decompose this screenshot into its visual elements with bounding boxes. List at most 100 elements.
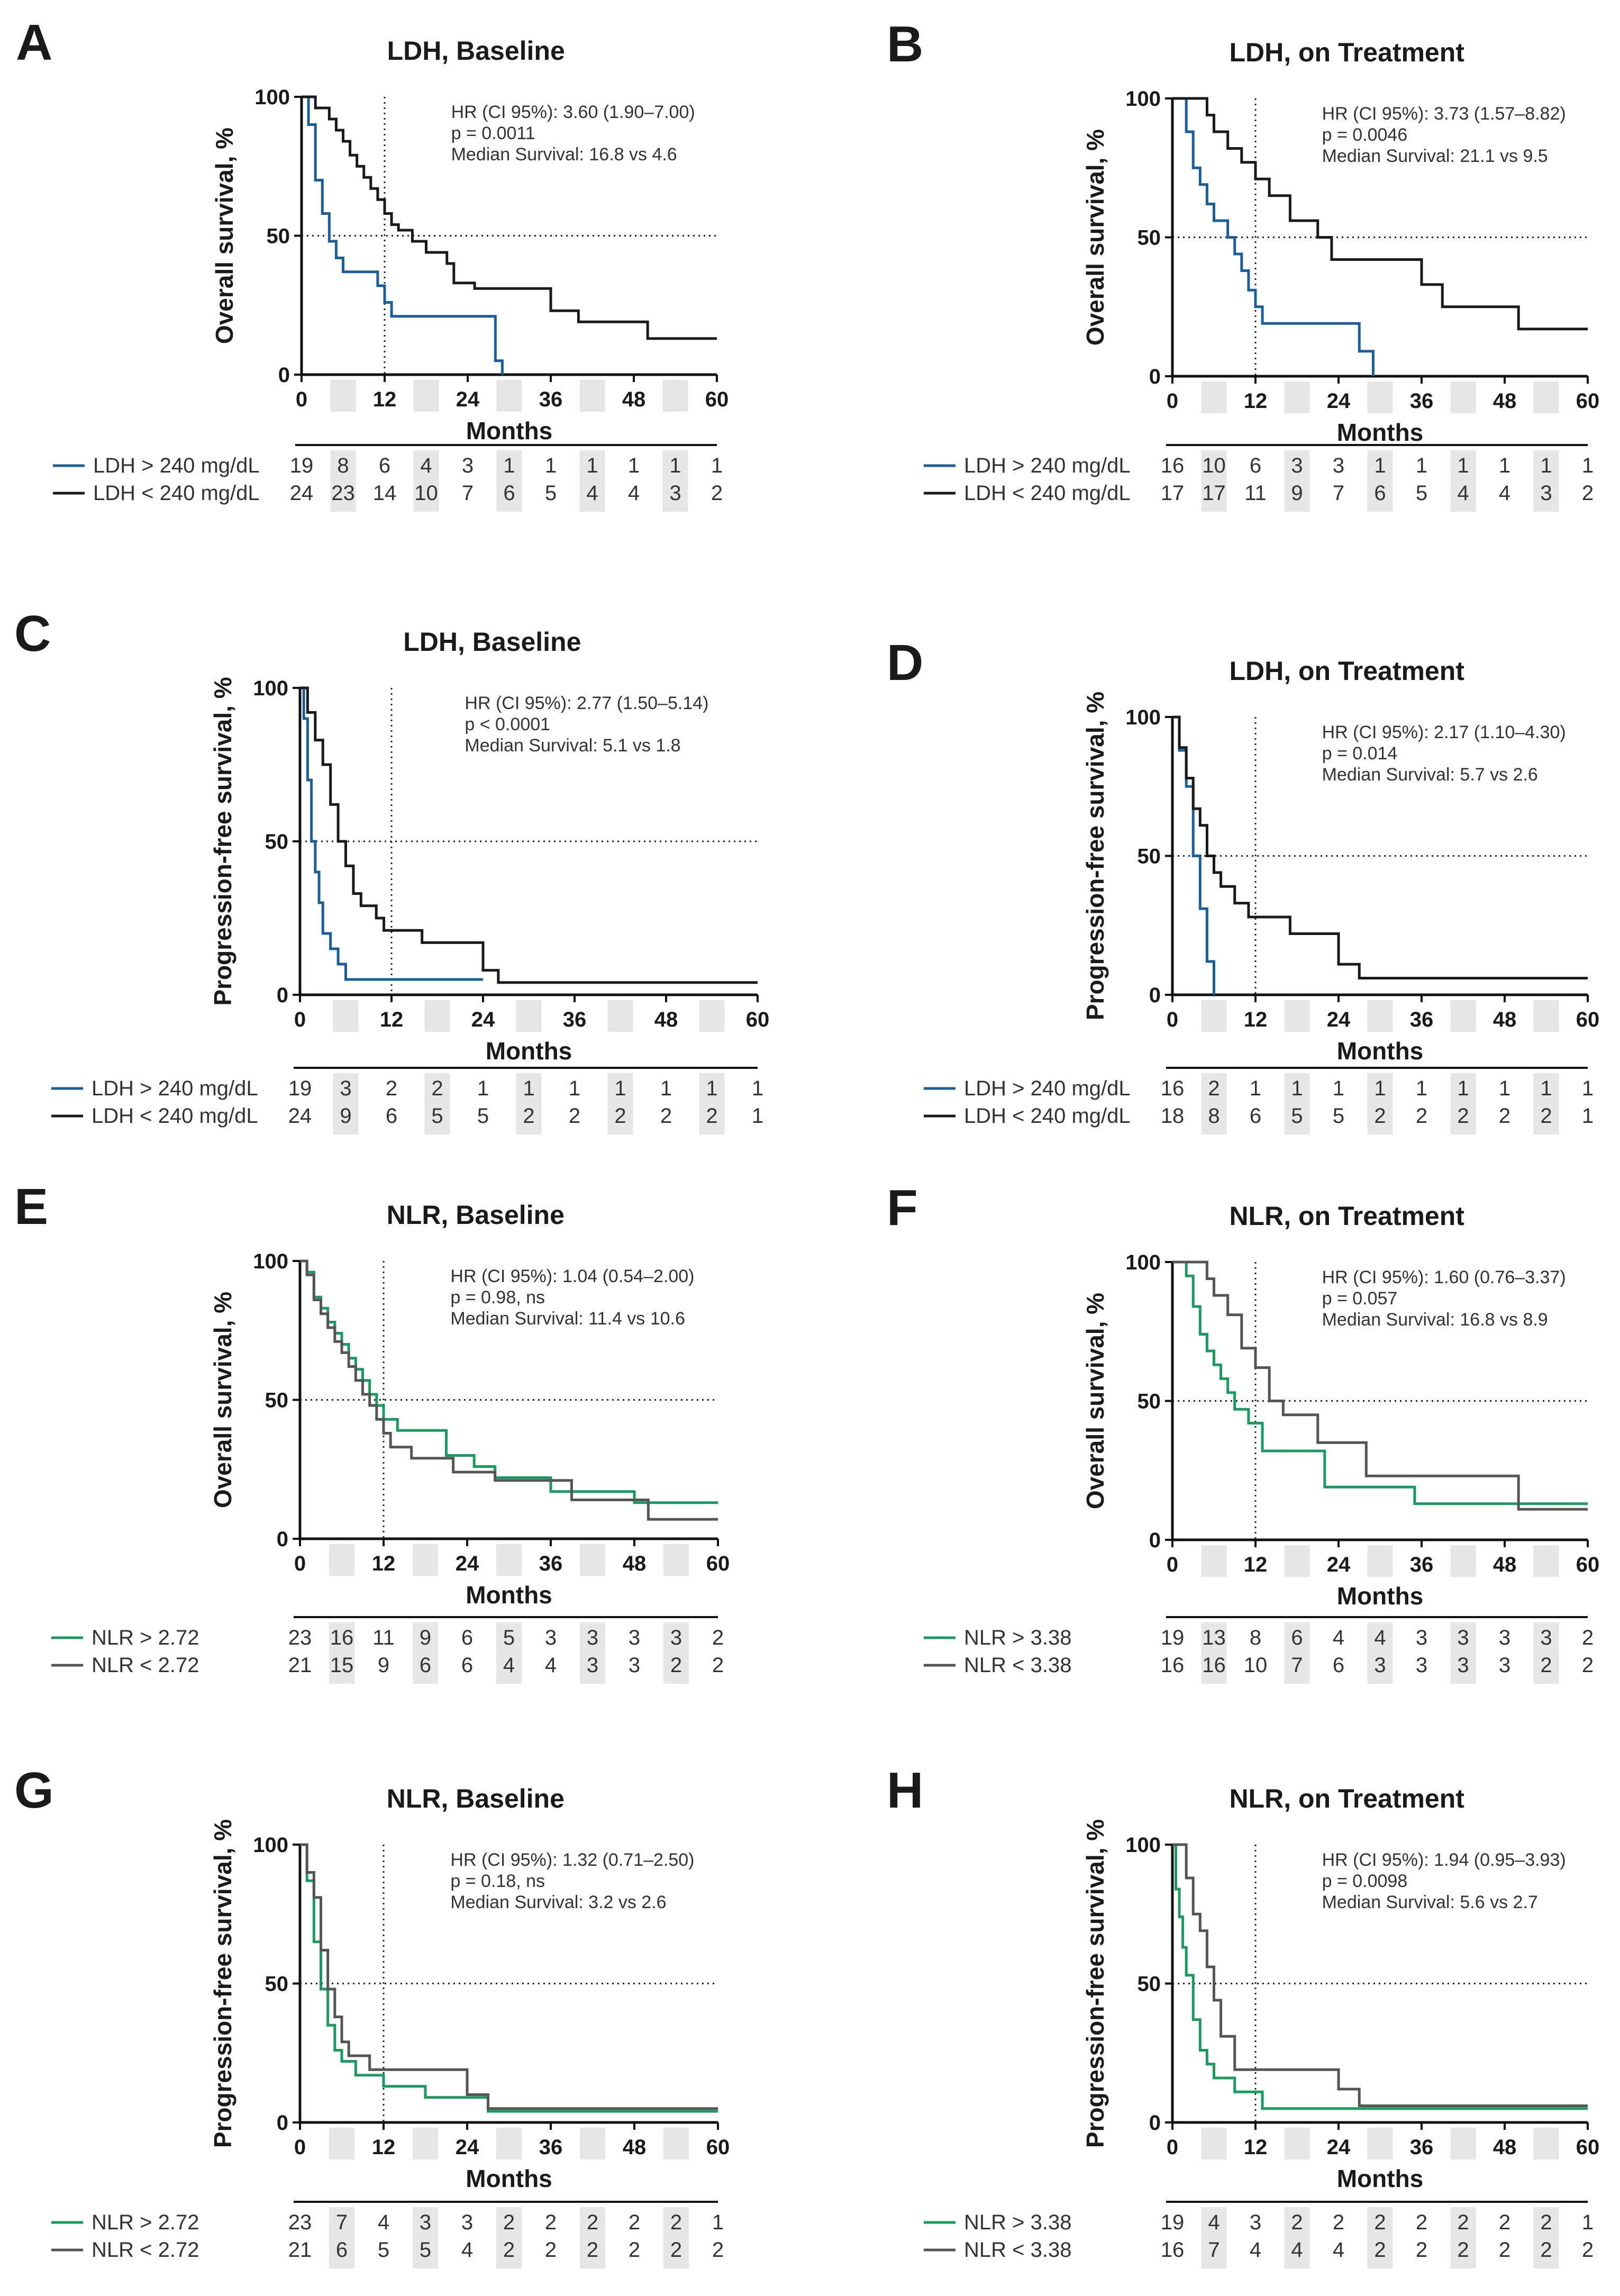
at-risk-count: 8: [1208, 1104, 1219, 1128]
at-risk-count: 19: [290, 454, 314, 477]
shade-band-table: [1201, 2207, 1227, 2268]
at-risk-count: 4: [1250, 2238, 1261, 2262]
legend-label: NLR > 3.38: [964, 1626, 1071, 1649]
survival-curve-1: [302, 95, 504, 375]
y-axis-label: Overall survival, %: [1081, 1293, 1109, 1509]
panel-letter: B: [887, 16, 923, 72]
x-tick-label: 24: [456, 388, 480, 411]
y-tick-label: 50: [1137, 226, 1161, 250]
at-risk-count: 2: [1582, 2238, 1594, 2262]
stat-line: Median Survival: 11.4 vs 10.6: [450, 1309, 685, 1329]
at-risk-count: 4: [503, 1654, 515, 1677]
x-tick-label: 24: [1327, 389, 1351, 413]
at-risk-count: 2: [670, 2211, 682, 2234]
stat-line: p = 0.0011: [451, 123, 535, 143]
at-risk-count: 19: [288, 1077, 312, 1100]
at-risk-count: 21: [288, 2238, 312, 2262]
at-risk-count: 1: [1499, 1077, 1510, 1100]
x-tick-label: 36: [1410, 389, 1434, 413]
shade-band-table: [1450, 2207, 1476, 2268]
shade-band-axis: [496, 2128, 522, 2159]
at-risk-count: 3: [629, 1654, 640, 1677]
x-tick-label: 48: [622, 388, 646, 411]
survival-curve-1: [1172, 1843, 1588, 2110]
at-risk-count: 2: [503, 2211, 515, 2234]
shade-band-table: [580, 2207, 605, 2268]
legend-label: NLR < 3.38: [964, 1654, 1071, 1677]
shade-band-table: [1367, 2207, 1393, 2268]
at-risk-count: 7: [1291, 1654, 1303, 1677]
legend-label: LDH < 240 mg/dL: [92, 1104, 258, 1128]
at-risk-count: 9: [340, 1104, 351, 1128]
at-risk-count: 4: [461, 2238, 473, 2262]
at-risk-count: 6: [386, 1104, 397, 1128]
at-risk-count: 3: [1457, 1626, 1469, 1649]
at-risk-count: 6: [1250, 1104, 1261, 1128]
panel-letter: A: [16, 14, 52, 71]
x-tick-label: 60: [1576, 389, 1600, 413]
shade-band-axis: [413, 2128, 438, 2159]
at-risk-count: 2: [1208, 1077, 1219, 1100]
y-tick-label: 0: [277, 2111, 288, 2135]
at-risk-count: 2: [706, 1104, 717, 1128]
stat-line: HR (CI 95%): 1.94 (0.95–3.93): [1322, 1850, 1566, 1870]
shade-band-axis: [1284, 1545, 1310, 1577]
panel-title: LDH, on Treatment: [1229, 656, 1464, 686]
shade-band-axis: [1533, 2128, 1559, 2159]
shade-band-axis: [1201, 2128, 1227, 2159]
x-tick-label: 0: [294, 2136, 306, 2159]
at-risk-count: 1: [1457, 454, 1469, 477]
panel-title: LDH, Baseline: [387, 36, 565, 66]
shade-band-axis: [1284, 382, 1310, 413]
x-tick-label: 36: [1410, 2136, 1434, 2159]
x-axis-label: Months: [466, 1581, 552, 1609]
stat-line: p = 0.0098: [1322, 1871, 1408, 1891]
panel-letter: E: [14, 1178, 48, 1235]
at-risk-count: 4: [420, 454, 432, 477]
x-tick-label: 24: [1327, 2136, 1351, 2159]
at-risk-count: 9: [1291, 482, 1303, 505]
at-risk-count: 13: [1202, 1626, 1226, 1649]
at-risk-count: 1: [1540, 454, 1552, 477]
shade-band-axis: [1201, 1545, 1227, 1577]
at-risk-count: 2: [545, 2238, 557, 2262]
at-risk-count: 21: [288, 1654, 312, 1677]
at-risk-count: 3: [545, 1626, 557, 1649]
at-risk-count: 1: [523, 1077, 534, 1100]
at-risk-count: 3: [1457, 1654, 1469, 1677]
at-risk-count: 1: [1416, 454, 1427, 477]
at-risk-count: 18: [1161, 1104, 1185, 1128]
y-axis-label: Progression-free survival, %: [1081, 692, 1109, 1020]
shade-band-table: [413, 450, 439, 512]
at-risk-count: 4: [1457, 482, 1469, 505]
at-risk-count: 4: [1333, 2238, 1344, 2262]
at-risk-count: 16: [1202, 1654, 1226, 1677]
y-tick-label: 0: [277, 984, 288, 1007]
shade-band-table: [1201, 1622, 1227, 1684]
at-risk-count: 6: [379, 454, 390, 477]
at-risk-count: 16: [1161, 454, 1185, 477]
panel-title: LDH, on Treatment: [1229, 38, 1464, 67]
legend-label: LDH > 240 mg/dL: [964, 454, 1131, 477]
shade-band-axis: [1367, 1000, 1393, 1032]
at-risk-count: 3: [587, 1654, 598, 1677]
at-risk-count: 2: [1499, 1104, 1510, 1128]
at-risk-count: 2: [1333, 2211, 1344, 2234]
shade-band-axis: [580, 1544, 605, 1576]
at-risk-count: 2: [1540, 1654, 1552, 1677]
y-axis-label: Overall survival, %: [211, 128, 238, 344]
y-tick-label: 100: [253, 1250, 288, 1273]
x-tick-label: 48: [1493, 2136, 1517, 2159]
shade-band-table: [496, 1622, 522, 1684]
survival-curve-1: [1172, 1260, 1588, 1505]
shade-band-table: [1533, 2207, 1559, 2268]
at-risk-count: 1: [586, 454, 598, 477]
y-axis-label: Overall survival, %: [209, 1292, 236, 1508]
shade-band-axis: [424, 1000, 450, 1032]
survival-curve-2: [1172, 1260, 1588, 1511]
x-tick-label: 36: [539, 388, 563, 411]
at-risk-count: 5: [378, 2238, 389, 2262]
